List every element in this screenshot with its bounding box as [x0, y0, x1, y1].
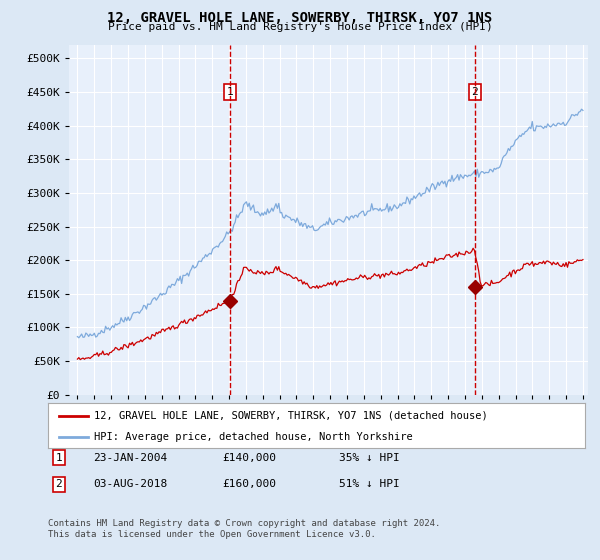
Text: £140,000: £140,000: [222, 452, 276, 463]
Text: 1: 1: [55, 452, 62, 463]
Text: 2: 2: [472, 87, 478, 97]
Text: 12, GRAVEL HOLE LANE, SOWERBY, THIRSK, YO7 1NS (detached house): 12, GRAVEL HOLE LANE, SOWERBY, THIRSK, Y…: [94, 410, 487, 421]
Text: HPI: Average price, detached house, North Yorkshire: HPI: Average price, detached house, Nort…: [94, 432, 412, 442]
Text: 51% ↓ HPI: 51% ↓ HPI: [339, 479, 400, 489]
Text: 12, GRAVEL HOLE LANE, SOWERBY, THIRSK, YO7 1NS: 12, GRAVEL HOLE LANE, SOWERBY, THIRSK, Y…: [107, 11, 493, 25]
Text: Price paid vs. HM Land Registry's House Price Index (HPI): Price paid vs. HM Land Registry's House …: [107, 22, 493, 32]
Text: 23-JAN-2004: 23-JAN-2004: [93, 452, 167, 463]
Text: Contains HM Land Registry data © Crown copyright and database right 2024.
This d: Contains HM Land Registry data © Crown c…: [48, 519, 440, 539]
Text: 35% ↓ HPI: 35% ↓ HPI: [339, 452, 400, 463]
Text: 2: 2: [55, 479, 62, 489]
Text: £160,000: £160,000: [222, 479, 276, 489]
Text: 1: 1: [227, 87, 233, 97]
Text: 03-AUG-2018: 03-AUG-2018: [93, 479, 167, 489]
